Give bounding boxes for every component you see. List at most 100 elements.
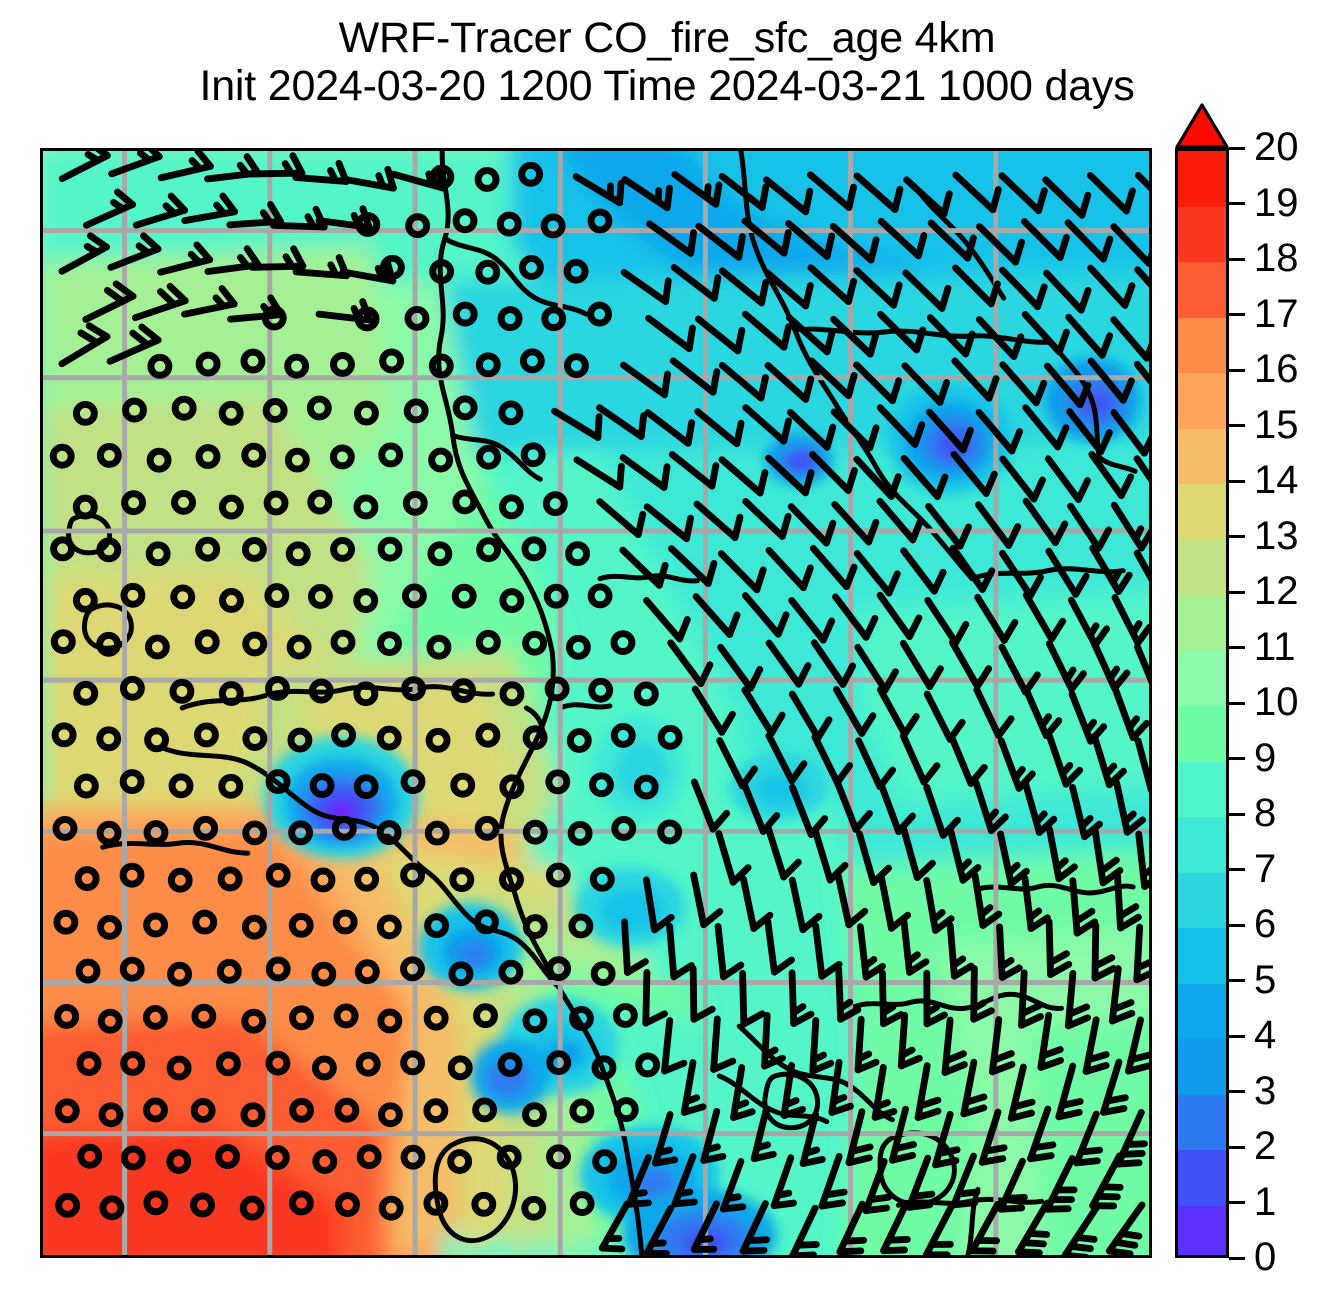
calm-circle bbox=[546, 495, 564, 513]
calm-circle bbox=[58, 1007, 76, 1025]
colorbar-tick-label: 11 bbox=[1254, 624, 1296, 669]
wind-barb bbox=[907, 166, 957, 214]
calm-circle bbox=[123, 866, 141, 884]
calm-circle bbox=[429, 731, 447, 749]
colorbar-band bbox=[1178, 706, 1226, 762]
colorbar-tick-mark bbox=[1229, 590, 1245, 594]
wind-barb bbox=[156, 243, 209, 272]
wind-barb bbox=[977, 682, 1015, 736]
calm-circle bbox=[335, 819, 353, 837]
colorbar-tick-mark bbox=[1229, 368, 1245, 372]
calm-circle bbox=[57, 913, 75, 931]
wind-barb bbox=[623, 443, 675, 488]
wind-barb bbox=[1114, 308, 1149, 359]
colorbar-band bbox=[1178, 983, 1226, 1039]
calm-circle bbox=[614, 726, 632, 744]
wind-barb bbox=[813, 536, 860, 586]
wind-barb bbox=[1117, 874, 1139, 928]
colorbar-tick-mark bbox=[1229, 257, 1245, 261]
calm-circle bbox=[147, 824, 165, 842]
calm-circle bbox=[339, 1196, 357, 1214]
calm-circle bbox=[571, 824, 589, 842]
wind-barb bbox=[720, 732, 759, 786]
colorbar-tick-mark bbox=[1229, 812, 1245, 816]
calm-circle bbox=[292, 1194, 310, 1212]
wind-barb bbox=[792, 972, 811, 1023]
wind-barb bbox=[857, 352, 906, 401]
wind-barb bbox=[835, 492, 883, 542]
wind-barb bbox=[723, 1161, 757, 1215]
calm-circle bbox=[148, 731, 166, 749]
colorbar-tick-mark bbox=[1229, 146, 1245, 150]
calm-circle bbox=[456, 305, 474, 323]
calm-circle bbox=[245, 540, 263, 558]
wind-barb bbox=[672, 440, 723, 486]
calm-circle bbox=[199, 355, 217, 373]
wind-barb bbox=[721, 541, 770, 590]
wind-barb bbox=[1026, 779, 1057, 833]
calm-circle bbox=[147, 1194, 165, 1212]
wind-barb bbox=[882, 973, 901, 1024]
colorbar-band bbox=[1178, 317, 1226, 373]
calm-circle bbox=[54, 540, 72, 558]
calm-circle bbox=[124, 1054, 142, 1072]
calm-circle bbox=[170, 1152, 188, 1170]
calm-circle bbox=[336, 913, 354, 931]
wind-barb bbox=[599, 392, 651, 436]
calm-circle bbox=[433, 263, 451, 281]
calm-circle bbox=[451, 1153, 469, 1171]
colorbar-tick-mark bbox=[1229, 535, 1245, 538]
calm-circle bbox=[310, 399, 328, 417]
colorbar-tick-mark bbox=[1229, 1256, 1245, 1260]
colorbar-tick-label: 5 bbox=[1254, 957, 1277, 1002]
wind-barb bbox=[698, 305, 749, 351]
colorbar-tick-label: 6 bbox=[1254, 902, 1277, 946]
colorbar-band bbox=[1178, 151, 1226, 207]
wind-barb bbox=[976, 777, 1008, 831]
calm-circle bbox=[175, 493, 193, 511]
calm-circle bbox=[267, 494, 285, 512]
calm-circle bbox=[525, 540, 543, 558]
wind-barb bbox=[103, 323, 159, 361]
colorbar-band bbox=[1178, 595, 1226, 651]
calm-circle bbox=[77, 777, 95, 795]
wind-barb bbox=[673, 346, 724, 392]
colorbar-tick-label: 9 bbox=[1254, 735, 1277, 780]
wind-barb bbox=[930, 305, 979, 354]
wind-barb bbox=[79, 188, 132, 225]
wind-barb bbox=[1047, 354, 1094, 405]
calm-circle bbox=[383, 352, 401, 370]
calm-circle bbox=[405, 587, 423, 605]
wind-barb bbox=[646, 877, 672, 930]
wind-barb bbox=[734, 1068, 760, 1121]
calm-circle bbox=[222, 777, 240, 795]
wind-barb bbox=[1011, 1067, 1041, 1122]
calm-circle bbox=[358, 963, 376, 981]
wind-barb bbox=[104, 233, 158, 268]
wind-barb bbox=[793, 1208, 832, 1255]
wind-barb bbox=[834, 306, 884, 354]
wind-barb bbox=[955, 348, 1003, 398]
calm-circle bbox=[614, 634, 632, 652]
calm-circle bbox=[503, 778, 521, 796]
wind-barb bbox=[745, 584, 792, 635]
calm-circle bbox=[171, 965, 189, 983]
calm-circle bbox=[594, 965, 612, 983]
calm-circle bbox=[525, 1199, 543, 1217]
calm-circle bbox=[404, 1054, 422, 1072]
calm-circle bbox=[100, 635, 118, 653]
calm-circle bbox=[147, 1101, 165, 1119]
calm-circle bbox=[550, 1054, 568, 1072]
calm-circle bbox=[430, 638, 448, 656]
wind-barb bbox=[880, 489, 927, 540]
calm-circle bbox=[456, 493, 474, 511]
calm-circle bbox=[380, 918, 398, 936]
wind-barb bbox=[647, 492, 698, 538]
calm-circle bbox=[455, 587, 473, 605]
colorbar-gradient bbox=[1175, 148, 1229, 1258]
colorbar-tick-label: 13 bbox=[1254, 513, 1299, 558]
wind-barb bbox=[789, 304, 839, 352]
calm-circle bbox=[288, 451, 306, 469]
colorbar-tick-label: 15 bbox=[1254, 402, 1299, 447]
calm-circle bbox=[293, 1101, 311, 1119]
